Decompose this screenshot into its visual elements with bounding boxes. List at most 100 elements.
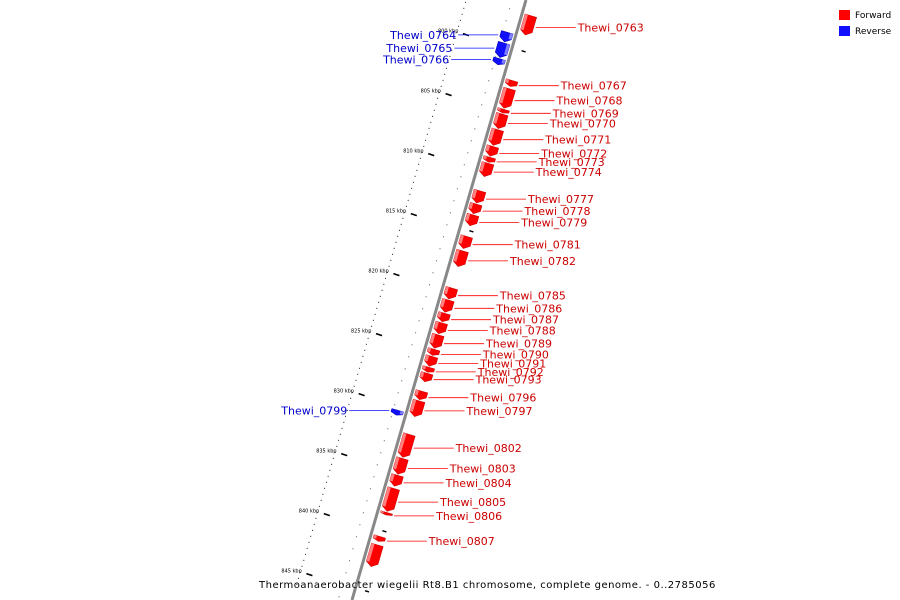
ruler-dot	[366, 500, 368, 502]
gene-label[interactable]: Thewi_0766	[382, 54, 449, 67]
gene-label[interactable]: Thewi_0765	[385, 42, 452, 55]
gene-label[interactable]: Thewi_0787	[492, 314, 559, 327]
ruler-tick-label: 840 kbp	[299, 509, 319, 515]
ruler-dot	[421, 151, 423, 153]
gene-label[interactable]: Thewi_0771	[544, 134, 611, 147]
ruler-tick-label: 830 kbp	[334, 389, 354, 395]
ruler-dot	[447, 61, 449, 63]
gene-label[interactable]: Thewi_0770	[549, 118, 616, 131]
ruler-dot	[407, 199, 409, 201]
ruler-dot	[346, 409, 348, 411]
gene-label[interactable]: Thewi_0777	[527, 193, 594, 206]
gene-label[interactable]: Thewi_0791	[479, 358, 546, 371]
gene-label[interactable]: Thewi_0779	[520, 217, 587, 230]
gene-label[interactable]: Thewi_0804	[445, 477, 512, 490]
ruler-dot	[367, 337, 369, 339]
ruler-dot	[303, 559, 305, 561]
ruler-dot	[416, 169, 418, 171]
ruler-dot	[446, 224, 448, 226]
ruler-dot	[352, 391, 353, 393]
ruler-tick-label: 825 kbp	[351, 329, 371, 335]
gene-label[interactable]: Thewi_0789	[485, 338, 552, 351]
ruler-tick	[306, 572, 313, 577]
gene-label[interactable]: Thewi_0792	[477, 366, 544, 379]
ruler-dot	[369, 488, 371, 490]
gene-label[interactable]: Thewi_0767	[560, 80, 627, 93]
ruler-dot	[359, 524, 361, 526]
gene-arrow-highlight	[501, 59, 506, 64]
gene-label[interactable]: Thewi_0763	[577, 22, 644, 35]
ruler-dot	[459, 19, 461, 21]
ruler-dot	[332, 457, 334, 459]
ruler-dot	[456, 188, 458, 190]
gene-label[interactable]: Thewi_0803	[449, 463, 516, 476]
gene-label[interactable]: Thewi_0805	[439, 496, 506, 509]
gene-label[interactable]: Thewi_0807	[428, 535, 495, 548]
gene-arrow-highlight	[366, 543, 375, 562]
gene-arrow-highlight	[508, 33, 513, 40]
gene-label[interactable]: Thewi_0806	[435, 510, 502, 523]
ruler-dot	[418, 163, 420, 165]
legend-forward-swatch	[839, 10, 850, 20]
gene-label[interactable]: Thewi_0772	[540, 148, 607, 161]
gene-label[interactable]: Thewi_0797	[466, 405, 533, 418]
kbp-ruler: 800 kbp 805 kbp 810 kbp 815 kbp 820 kbp 825 k…	[281, 29, 526, 593]
ruler-dot	[432, 272, 434, 274]
gene-label[interactable]: Thewi_0796	[469, 392, 536, 405]
ruler-dot	[474, 128, 476, 130]
gene-arrow-highlight	[424, 354, 430, 362]
ruler-dot	[432, 115, 433, 117]
gene-arrow-highlight	[429, 333, 436, 344]
gene-label[interactable]: Thewi_0782	[509, 255, 576, 268]
ruler-dot	[405, 205, 407, 207]
gene-label[interactable]: Thewi_0799	[280, 405, 347, 418]
ruler-minor-tick	[364, 590, 370, 593]
gene-label[interactable]: Thewi_0802	[455, 442, 522, 455]
ruler-dot	[411, 187, 413, 189]
ruler-dot	[399, 229, 400, 231]
gene-label[interactable]: Thewi_0785	[499, 290, 566, 303]
gene-label[interactable]: Thewi_0769	[552, 107, 619, 120]
gene-label[interactable]: Thewi_0788	[489, 325, 556, 338]
ruler-dot	[345, 572, 347, 574]
gene-label[interactable]: Thewi_0768	[556, 95, 623, 108]
gene-label[interactable]: Thewi_0793	[475, 374, 542, 387]
ruler-dot	[360, 361, 362, 363]
gene-arrow-highlight	[399, 411, 404, 415]
gene-arrow-highlight	[493, 112, 500, 124]
gene-arrow-highlight	[471, 189, 478, 199]
ruler-dot	[320, 499, 322, 501]
ruler-dot	[338, 596, 340, 598]
gene-arrow-highlight	[444, 286, 449, 295]
ruler-dot	[401, 380, 403, 382]
ruler-tick-label: 835 kbp	[316, 449, 336, 455]
ruler-dot	[379, 295, 381, 297]
ruler-dot	[341, 427, 343, 429]
ruler-dot	[408, 356, 410, 358]
ruler-dot	[437, 97, 439, 99]
ruler-tick-label: 815 kbp	[386, 209, 406, 215]
gene-label[interactable]: Thewi_0790	[482, 349, 549, 362]
ruler-dot	[435, 103, 437, 105]
ruler-dot	[423, 145, 425, 147]
ruler-dot	[488, 80, 490, 82]
ruler-dot	[404, 368, 406, 370]
gene-label[interactable]: Thewi_0781	[514, 239, 581, 252]
gene-arrow-highlight	[499, 87, 507, 104]
ruler-dot	[454, 37, 456, 39]
gene-arrow-highlight	[440, 298, 446, 308]
ruler-dot	[392, 253, 393, 255]
gene-label[interactable]: Thewi_0773	[538, 156, 605, 169]
gene-arrow-highlight	[453, 249, 460, 262]
ruler-dot	[394, 404, 396, 406]
gene-label[interactable]: Thewi_0778	[524, 205, 591, 218]
ruler-dot	[356, 536, 357, 538]
gene-label[interactable]: Thewi_0764	[389, 29, 456, 42]
ruler-dot	[385, 277, 386, 279]
ruler-dot	[348, 403, 350, 405]
gene-label[interactable]: Thewi_0786	[495, 302, 562, 315]
gene-label[interactable]: Thewi_0774	[535, 166, 602, 179]
ruler-dot	[491, 68, 493, 70]
